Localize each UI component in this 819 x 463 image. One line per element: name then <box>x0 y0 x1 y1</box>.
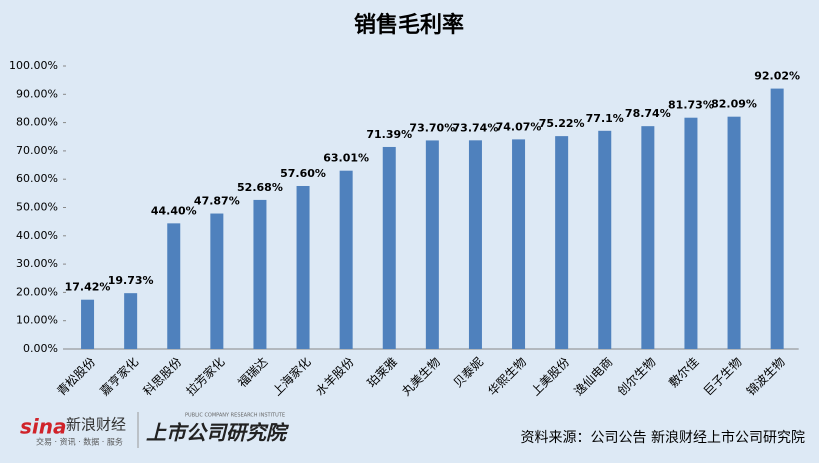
value-label: 82.09% <box>711 98 757 111</box>
x-tick-label: 青松股份 <box>54 355 98 399</box>
x-tick-label: 嘉亨家化 <box>97 354 142 399</box>
bar <box>641 126 655 349</box>
y-tick-label: 60.00% <box>16 172 58 185</box>
bar <box>124 293 138 349</box>
y-tick-label: 80.00% <box>16 116 58 129</box>
y-tick-label: 30.00% <box>16 257 58 270</box>
x-tick-label: 创尔生物 <box>614 354 659 399</box>
y-tick-label: 100.00% <box>9 59 58 72</box>
bar <box>81 299 95 349</box>
value-label: 73.70% <box>409 121 455 134</box>
bar <box>210 213 224 349</box>
bar <box>684 117 698 349</box>
x-tick-label: 贝泰妮 <box>451 355 486 390</box>
value-label: 52.68% <box>237 181 283 194</box>
bar <box>770 88 784 349</box>
x-tick-label: 巨子生物 <box>701 355 745 399</box>
x-tick-label: 锦波生物 <box>744 355 788 399</box>
source-note: 资料来源：公司公告 新浪财经上市公司研究院 <box>521 429 805 446</box>
x-tick-label: 科思股份 <box>140 355 184 399</box>
value-label: 92.02% <box>754 70 800 83</box>
x-tick-label: 逸仙电商 <box>571 354 616 399</box>
x-tick-label: 上海家化 <box>269 354 314 399</box>
y-tick-label: 0.00% <box>23 342 58 355</box>
bar <box>727 116 741 349</box>
value-label: 63.01% <box>323 152 369 165</box>
x-tick-label: 丸美生物 <box>399 355 443 399</box>
value-label: 78.74% <box>625 107 671 120</box>
x-tick-label: 拉芳家化 <box>183 354 228 399</box>
bar <box>512 139 526 349</box>
y-tick-label: 70.00% <box>16 144 58 157</box>
value-label: 81.73% <box>668 99 714 112</box>
value-label: 19.73% <box>108 274 154 287</box>
institute: 上市公司研究院 <box>146 421 290 445</box>
value-label: 73.74% <box>453 121 499 134</box>
x-tick-label: 水羊股份 <box>312 354 357 399</box>
value-label: 74.07% <box>496 120 542 133</box>
logo-slogan: 交易 · 资讯 · 数据 · 服务 <box>36 437 123 447</box>
bar <box>555 136 569 349</box>
value-label: 77.1% <box>586 112 624 125</box>
value-label: 57.60% <box>280 167 326 180</box>
value-label: 71.39% <box>366 128 412 141</box>
value-label: 17.42% <box>65 281 111 294</box>
x-tick-label: 珀莱雅 <box>364 354 400 390</box>
chart-title: 销售毛利率 <box>354 12 464 38</box>
bar <box>296 185 310 349</box>
bar <box>598 130 612 349</box>
y-tick-label: 10.00% <box>16 314 58 327</box>
value-label: 44.40% <box>151 204 197 217</box>
footer: sina 新浪财经 交易 · 资讯 · 数据 · 服务 PUBLIC COMPA… <box>20 412 805 448</box>
bar <box>339 170 353 349</box>
bar <box>253 199 267 349</box>
x-tick-label: 华熙生物 <box>485 355 529 399</box>
bar <box>468 140 482 349</box>
bar <box>425 140 439 349</box>
y-tick-label: 90.00% <box>16 87 58 100</box>
y-tick-label: 20.00% <box>16 285 58 298</box>
logo-sina: sina <box>20 415 67 439</box>
y-tick-label: 50.00% <box>16 201 58 214</box>
x-tick-label: 上美股份 <box>528 355 572 399</box>
x-tick-label: 敷尔佳 <box>665 354 701 390</box>
value-label: 47.87% <box>194 195 240 208</box>
value-label: 75.22% <box>539 117 585 130</box>
institute-en: PUBLIC COMPANY RESEARCH INSTITUTE <box>185 413 285 419</box>
y-tick-label: 40.00% <box>16 229 58 242</box>
bar <box>167 223 181 349</box>
x-tick-label: 福瑞达 <box>234 354 270 390</box>
bar <box>382 146 396 349</box>
logo-name: 新浪财经 <box>66 416 126 434</box>
